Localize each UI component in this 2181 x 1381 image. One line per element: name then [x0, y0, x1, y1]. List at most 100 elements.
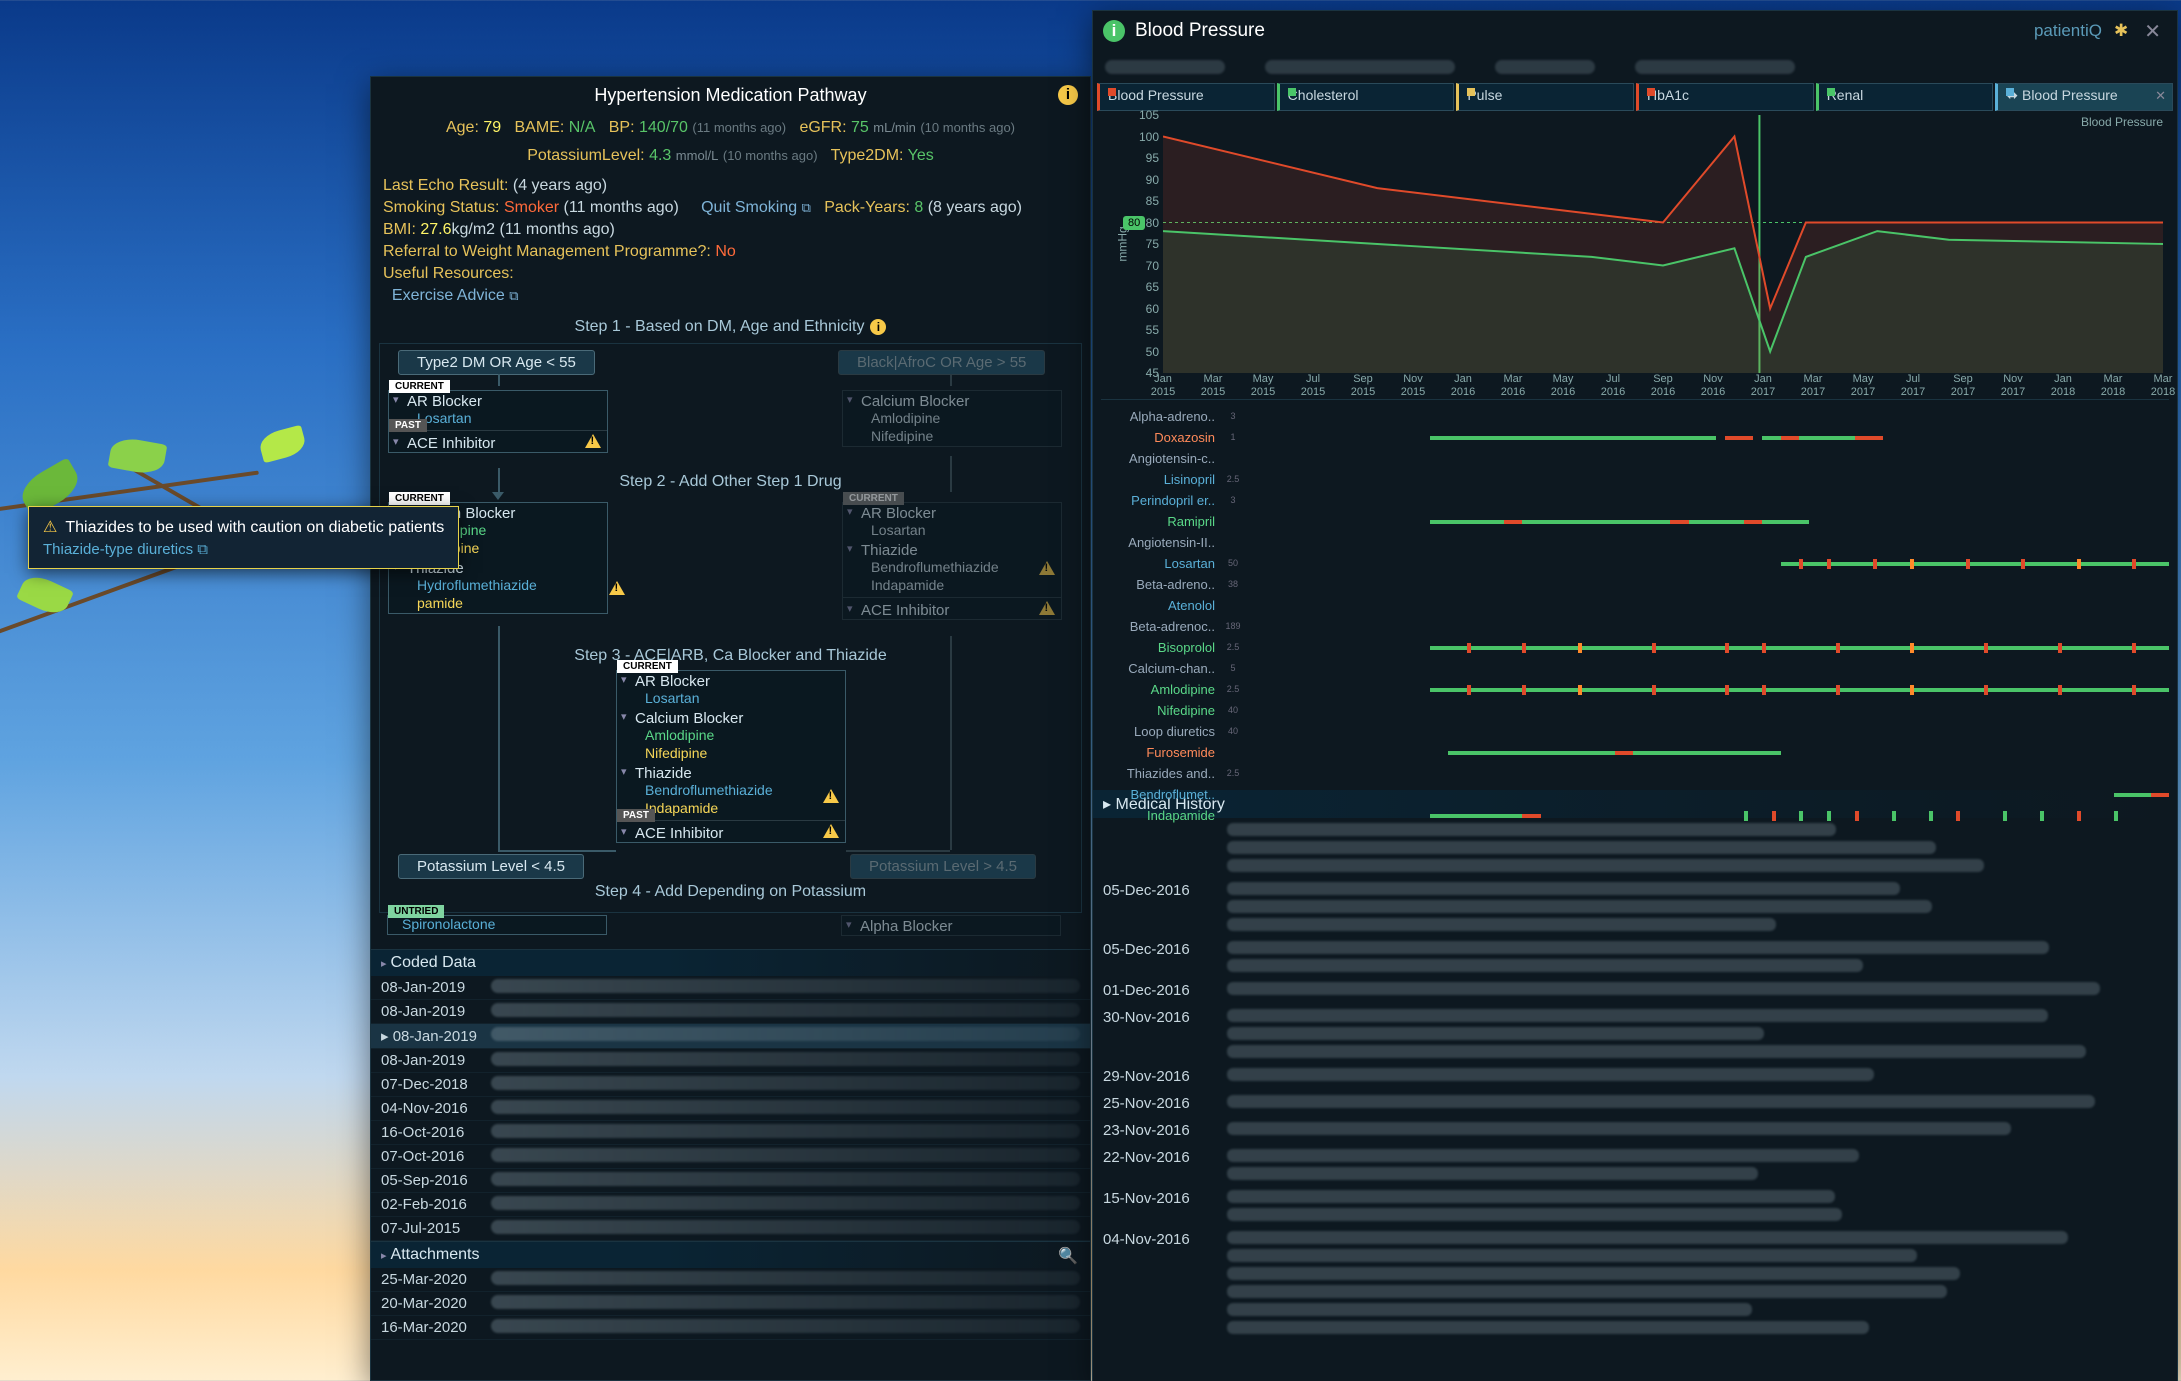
step-1-header: Step 1 - Based on DM, Age and Ethnicityi	[371, 313, 1090, 341]
med-category-row[interactable]: Loop diuretics40	[1101, 721, 2169, 742]
history-row[interactable]: 01-Dec-2016	[1093, 977, 2177, 1004]
bp-window: i Blood Pressure patientiQ ✱ ✕ Blood Pre…	[1092, 10, 2178, 1381]
history-row[interactable]: 29-Nov-2016	[1093, 1063, 2177, 1090]
med-category-row[interactable]: Angiotensin-c..	[1101, 448, 2169, 469]
med-category-row[interactable]: Angiotensin-II..	[1101, 532, 2169, 553]
coded-data-row[interactable]: 04-Nov-2016	[371, 1097, 1090, 1121]
tooltip-text: Thiazides to be used with caution on dia…	[65, 519, 444, 536]
search-icon[interactable]: 🔍	[1058, 1246, 1078, 1266]
warn-icon[interactable]	[823, 824, 839, 838]
brand-label: patientiQ	[2034, 21, 2102, 41]
coded-data-header[interactable]: ▸Coded Data	[371, 949, 1090, 976]
med-drug-row[interactable]: Lisinopril2.5	[1101, 469, 2169, 490]
warn-icon[interactable]	[609, 581, 625, 595]
med-category-row[interactable]: Thiazides and..2.5	[1101, 763, 2169, 784]
step4-right-box[interactable]: Alpha Blocker	[841, 915, 1061, 936]
pathway-window: Hypertension Medication Pathway i Age: 7…	[370, 76, 1091, 1381]
med-drug-row[interactable]: Bisoprolol2.5	[1101, 637, 2169, 658]
thiazide-warning-tooltip: ⚠Thiazides to be used with caution on di…	[28, 506, 459, 569]
y-target-badge: 80	[1123, 216, 1145, 230]
step2-right-box[interactable]: CURRENT AR Blocker Losartan Thiazide Ben…	[842, 502, 1062, 620]
step1-left-box[interactable]: CURRENT AR Blocker Losartan PAST ACE Inh…	[388, 390, 608, 453]
tab-cholesterol[interactable]: Cholesterol	[1277, 83, 1455, 111]
bp-icon: i	[1103, 20, 1125, 42]
history-row[interactable]: 22-Nov-2016	[1093, 1144, 2177, 1185]
step1-right-box[interactable]: Calcium Blocker Amlodipine Nifedipine	[842, 390, 1062, 447]
patient-info-line2: PotassiumLevel: 4.3 mmol/L (10 months ag…	[371, 141, 1090, 169]
attachments-header[interactable]: ▸Attachments🔍	[371, 1241, 1090, 1268]
pathway-titlebar: Hypertension Medication Pathway i	[371, 77, 1090, 113]
tooltip-link[interactable]: Thiazide-type diuretics ⧉	[43, 541, 444, 558]
history-row[interactable]: 25-Nov-2016	[1093, 1090, 2177, 1117]
pathway-title: Hypertension Medication Pathway	[594, 85, 866, 105]
step4-left-box[interactable]: UNTRIED Spironolactone	[387, 915, 607, 935]
coded-data-row[interactable]: 05-Sep-2016	[371, 1169, 1090, 1193]
brand-icon: ✱	[2114, 21, 2128, 41]
med-drug-row[interactable]: Atenolol	[1101, 595, 2169, 616]
coded-data-row[interactable]: 07-Oct-2016	[371, 1145, 1090, 1169]
info-icon[interactable]: i	[1058, 85, 1078, 105]
tab-blood-pressure[interactable]: Blood Pressure	[1097, 83, 1275, 111]
tab-pulse[interactable]: Pulse	[1456, 83, 1634, 111]
med-drug-row[interactable]: Furosemide	[1101, 742, 2169, 763]
history-row[interactable]: 30-Nov-2016	[1093, 1004, 2177, 1063]
close-icon[interactable]: ✕	[2138, 19, 2167, 44]
med-category-row[interactable]: Calcium-chan..5	[1101, 658, 2169, 679]
warn-icon[interactable]	[823, 789, 839, 803]
coded-data-row[interactable]: ▸ 08-Jan-2019	[371, 1024, 1090, 1049]
pill-k-low[interactable]: Potassium Level < 4.5	[398, 854, 584, 879]
warn-icon[interactable]	[1039, 601, 1055, 615]
med-category-row[interactable]: Alpha-adreno..3	[1101, 406, 2169, 427]
pill-k-high[interactable]: Potassium Level > 4.5	[850, 854, 1036, 879]
med-drug-row[interactable]: Ramipril	[1101, 511, 2169, 532]
bp-titlebar: i Blood Pressure patientiQ ✱ ✕	[1093, 11, 2177, 51]
tabstrip: Blood PressureCholesterolPulseHbA1cRenal…	[1093, 83, 2177, 111]
patient-info-line1: Age: 79 BAME: N/A BP: 140/70 (11 months …	[371, 113, 1090, 141]
step3-box[interactable]: CURRENT AR Blocker Losartan Calcium Bloc…	[616, 670, 846, 843]
coded-data-row[interactable]: 07-Dec-2018	[371, 1073, 1090, 1097]
info-icon[interactable]: i	[870, 319, 886, 335]
attachment-row[interactable]: 20-Mar-2020	[371, 1292, 1090, 1316]
bp-chart[interactable]: Blood Pressure mmHg 10510095908580757065…	[1101, 115, 2169, 400]
bp-title: Blood Pressure	[1135, 20, 2034, 42]
coded-data-row[interactable]: 02-Feb-2016	[371, 1193, 1090, 1217]
coded-data-row[interactable]: 16-Oct-2016	[371, 1121, 1090, 1145]
coded-data-row[interactable]: 08-Jan-2019	[371, 1049, 1090, 1073]
attachments-list: 25-Mar-202020-Mar-202016-Mar-2020	[371, 1268, 1090, 1340]
history-row[interactable]: 15-Nov-2016	[1093, 1185, 2177, 1226]
pill-black-age[interactable]: Black|AfroC OR Age > 55	[838, 350, 1045, 375]
history-row[interactable]: 23-Nov-2016	[1093, 1117, 2177, 1144]
history-row[interactable]	[1093, 818, 2177, 877]
patient-status: Last Echo Result: (4 years ago) Smoking …	[371, 169, 1090, 313]
med-category-row[interactable]: Beta-adreno..38	[1101, 574, 2169, 595]
coded-data-row[interactable]: 08-Jan-2019	[371, 976, 1090, 1000]
coded-data-row[interactable]: 07-Jul-2015	[371, 1217, 1090, 1241]
med-drug-row[interactable]: Losartan50	[1101, 553, 2169, 574]
med-drug-row[interactable]: Bendroflumet..	[1101, 784, 2169, 805]
medical-history: ▸ Medical History 05-Dec-201605-Dec-2016…	[1093, 790, 2177, 1339]
med-drug-row[interactable]: Amlodipine2.5	[1101, 679, 2169, 700]
history-row[interactable]: 05-Dec-2016	[1093, 936, 2177, 977]
step-4-header: Step 4 - Add Depending on Potassium	[380, 878, 1081, 906]
med-drug-row[interactable]: Nifedipine40	[1101, 700, 2169, 721]
med-drug-row[interactable]: Perindopril er..3	[1101, 490, 2169, 511]
med-drug-row[interactable]: Doxazosin1	[1101, 427, 2169, 448]
tab-blood-pressure[interactable]: ⬌ Blood Pressure✕	[1995, 83, 2173, 111]
warn-icon[interactable]	[585, 434, 601, 448]
step-3-header: Step 3 - ACE|ARB, Ca Blocker and Thiazid…	[380, 642, 1081, 670]
history-row[interactable]: 04-Nov-2016	[1093, 1226, 2177, 1339]
tab-hba1c[interactable]: HbA1c	[1636, 83, 1814, 111]
coded-data-row[interactable]: 08-Jan-2019	[371, 1000, 1090, 1024]
warn-icon[interactable]	[1039, 561, 1055, 575]
tab-renal[interactable]: Renal	[1816, 83, 1994, 111]
coded-data-list: 08-Jan-201908-Jan-2019▸ 08-Jan-201908-Ja…	[371, 976, 1090, 1241]
pill-type2dm[interactable]: Type2 DM OR Age < 55	[398, 350, 595, 375]
step-2-header: Step 2 - Add Other Step 1 Drug	[380, 468, 1081, 496]
med-category-row[interactable]: Beta-adrenoc..189	[1101, 616, 2169, 637]
history-row[interactable]: 05-Dec-2016	[1093, 877, 2177, 936]
exercise-advice-link[interactable]: Exercise Advice ⧉	[392, 287, 519, 304]
attachment-row[interactable]: 16-Mar-2020	[371, 1316, 1090, 1340]
quit-smoking-link[interactable]: Quit Smoking ⧉	[701, 199, 811, 216]
attachment-row[interactable]: 25-Mar-2020	[371, 1268, 1090, 1292]
medication-timeline[interactable]: Alpha-adreno..3Doxazosin1Angiotensin-c..…	[1101, 406, 2169, 786]
